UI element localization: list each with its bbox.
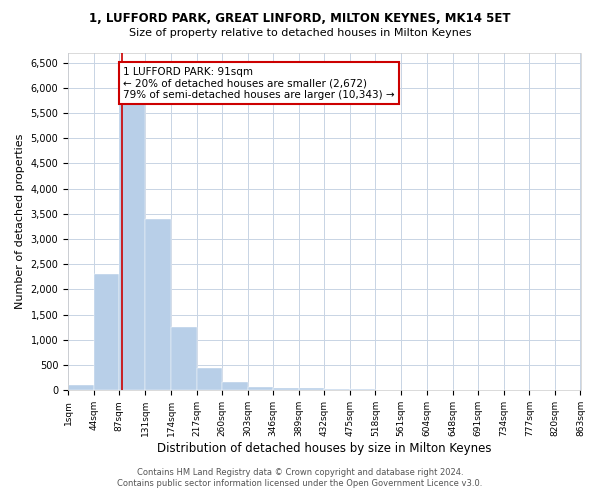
Bar xyxy=(273,388,299,390)
Text: 1 LUFFORD PARK: 91sqm
← 20% of detached houses are smaller (2,672)
79% of semi-d: 1 LUFFORD PARK: 91sqm ← 20% of detached … xyxy=(124,66,395,100)
Bar xyxy=(119,65,145,390)
Bar xyxy=(94,274,119,390)
Text: Contains HM Land Registry data © Crown copyright and database right 2024.
Contai: Contains HM Land Registry data © Crown c… xyxy=(118,468,482,487)
Y-axis label: Number of detached properties: Number of detached properties xyxy=(15,134,25,309)
Bar xyxy=(145,219,171,390)
Bar xyxy=(171,328,197,390)
Bar xyxy=(222,382,248,390)
Bar xyxy=(68,386,94,390)
Bar xyxy=(197,368,222,390)
Bar xyxy=(248,386,273,390)
Bar xyxy=(299,388,325,390)
X-axis label: Distribution of detached houses by size in Milton Keynes: Distribution of detached houses by size … xyxy=(157,442,491,455)
Text: Size of property relative to detached houses in Milton Keynes: Size of property relative to detached ho… xyxy=(129,28,471,38)
Bar xyxy=(325,389,350,390)
Text: 1, LUFFORD PARK, GREAT LINFORD, MILTON KEYNES, MK14 5ET: 1, LUFFORD PARK, GREAT LINFORD, MILTON K… xyxy=(89,12,511,26)
